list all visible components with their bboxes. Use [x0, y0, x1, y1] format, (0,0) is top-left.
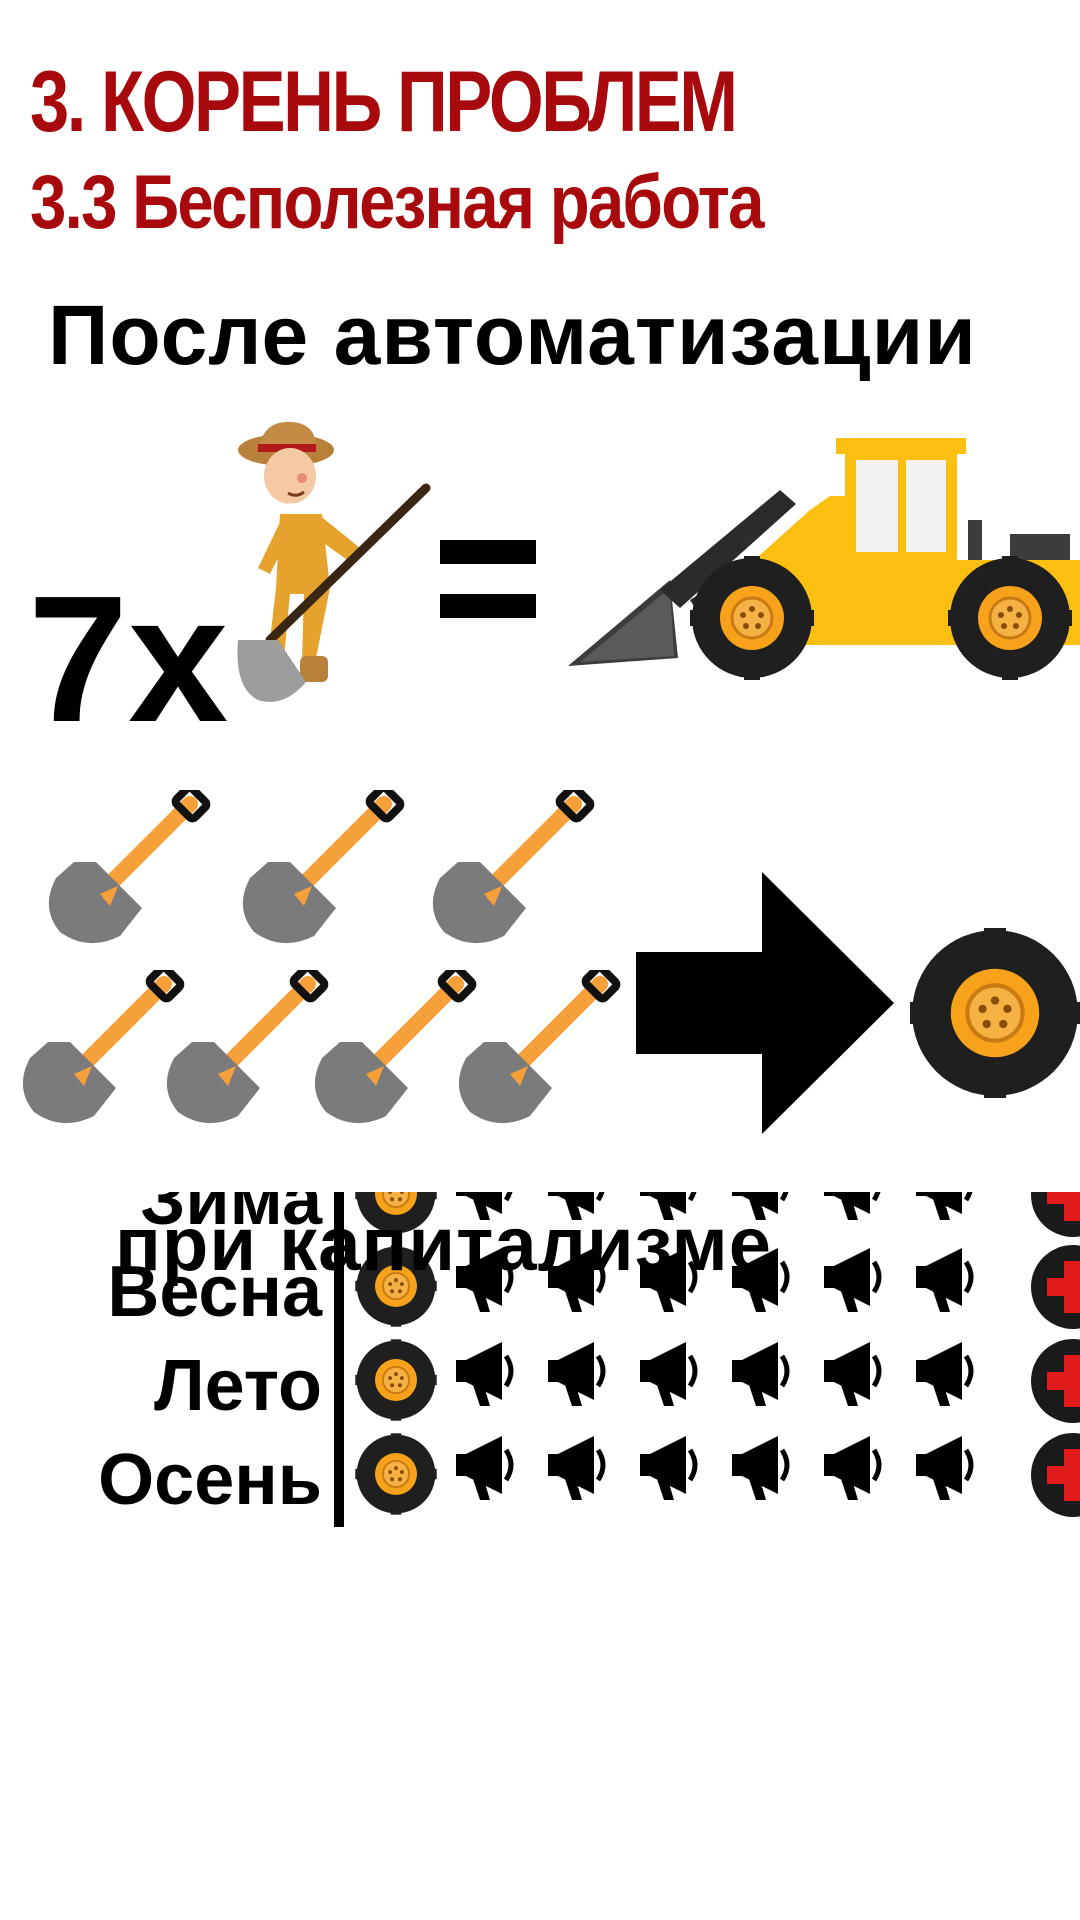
- megaphone-icon: [452, 1340, 522, 1420]
- wheel-icon: [948, 556, 1072, 680]
- megaphone-icon: [820, 1246, 890, 1326]
- red-cross-icon: [1031, 1245, 1080, 1329]
- megaphone-icon: [636, 1340, 706, 1420]
- megaphone-icon: [452, 1434, 522, 1514]
- megaphone-icon: [636, 1434, 706, 1514]
- season-label: Лето: [154, 1346, 322, 1426]
- megaphone-icon: [728, 1340, 798, 1420]
- table-divider: [334, 1192, 344, 1527]
- multiplier-text: 7х: [28, 559, 229, 760]
- megaphone-icon: [912, 1434, 982, 1514]
- shovel-icon: [30, 790, 220, 960]
- megaphone-icon: [728, 1434, 798, 1514]
- wheel-icon: [354, 1338, 438, 1422]
- megaphone-icon: [912, 1340, 982, 1420]
- wheel-icon: [690, 556, 814, 680]
- overlay-caption: при капитализме: [115, 1202, 772, 1287]
- red-cross-icon: [1031, 1433, 1080, 1517]
- equals-sign: [440, 540, 536, 620]
- section-heading: После автоматизации: [48, 288, 977, 382]
- shovel-icon: [224, 790, 414, 960]
- seasons-table: Зима Весна Лето Осень: [0, 1192, 1080, 1592]
- shovel-icon: [440, 970, 630, 1140]
- arrow-right-icon: [636, 872, 894, 1134]
- season-label: Зима: [140, 1192, 322, 1240]
- wheel-icon: [910, 928, 1080, 1098]
- page-subtitle: 3.3 Бесполезная работа: [30, 160, 764, 245]
- season-label: Осень: [98, 1440, 322, 1520]
- megaphone-icon: [544, 1340, 614, 1420]
- farmer-with-shovel-icon: [237, 421, 431, 702]
- wheel-icon: [354, 1432, 438, 1516]
- season-label: Весна: [107, 1252, 322, 1332]
- megaphone-icon: [544, 1434, 614, 1514]
- megaphone-icon: [820, 1340, 890, 1420]
- megaphone-icon: [912, 1246, 982, 1326]
- megaphone-icon: [820, 1192, 890, 1234]
- red-cross-icon: [1031, 1192, 1080, 1237]
- megaphone-icon: [820, 1434, 890, 1514]
- shovel-icon: [414, 790, 604, 960]
- page-title: 3. КОРЕНЬ ПРОБЛЕМ: [30, 54, 738, 150]
- megaphone-icon: [912, 1192, 982, 1234]
- red-cross-icon: [1031, 1339, 1080, 1423]
